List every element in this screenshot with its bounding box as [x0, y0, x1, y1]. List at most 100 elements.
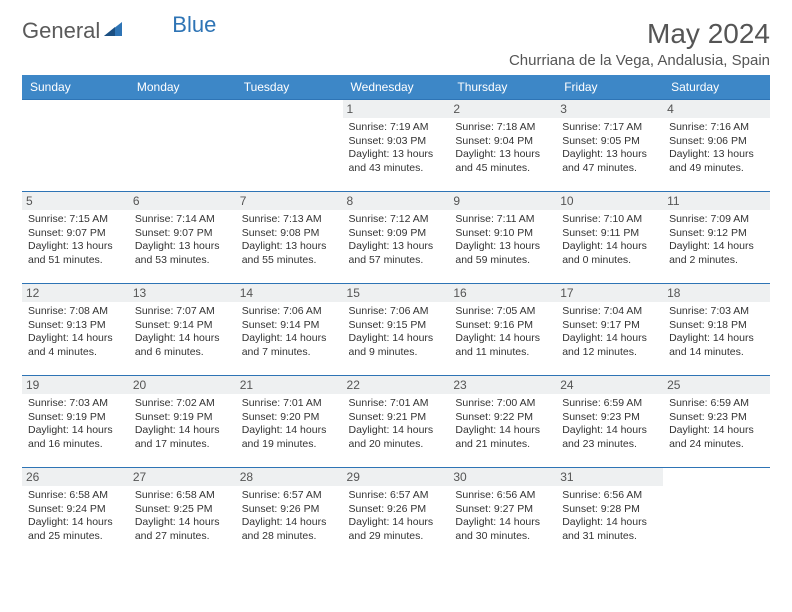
sunrise-text: Sunrise: 6:58 AM	[28, 489, 123, 503]
daylight-text: Daylight: 14 hours and 24 minutes.	[669, 424, 764, 451]
sunset-text: Sunset: 9:20 PM	[242, 411, 337, 425]
daylight-text: Daylight: 14 hours and 11 minutes.	[455, 332, 550, 359]
daylight-text: Daylight: 14 hours and 16 minutes.	[28, 424, 123, 451]
daylight-text: Daylight: 14 hours and 2 minutes.	[669, 240, 764, 267]
day-info: Sunrise: 6:59 AMSunset: 9:23 PMDaylight:…	[562, 397, 657, 452]
sunset-text: Sunset: 9:19 PM	[135, 411, 230, 425]
day-number: 17	[556, 284, 663, 302]
calendar-day-cell: 4Sunrise: 7:16 AMSunset: 9:06 PMDaylight…	[663, 100, 770, 192]
calendar-day-cell: 5Sunrise: 7:15 AMSunset: 9:07 PMDaylight…	[22, 192, 129, 284]
day-number: 25	[663, 376, 770, 394]
daylight-text: Daylight: 14 hours and 14 minutes.	[669, 332, 764, 359]
sunset-text: Sunset: 9:15 PM	[349, 319, 444, 333]
day-info: Sunrise: 7:18 AMSunset: 9:04 PMDaylight:…	[455, 121, 550, 176]
daylight-text: Daylight: 14 hours and 6 minutes.	[135, 332, 230, 359]
day-info: Sunrise: 7:02 AMSunset: 9:19 PMDaylight:…	[135, 397, 230, 452]
calendar-day-cell: 15Sunrise: 7:06 AMSunset: 9:15 PMDayligh…	[343, 284, 450, 376]
daylight-text: Daylight: 13 hours and 53 minutes.	[135, 240, 230, 267]
sunset-text: Sunset: 9:03 PM	[349, 135, 444, 149]
sunset-text: Sunset: 9:25 PM	[135, 503, 230, 517]
day-info: Sunrise: 7:11 AMSunset: 9:10 PMDaylight:…	[455, 213, 550, 268]
sunset-text: Sunset: 9:07 PM	[135, 227, 230, 241]
day-number: 24	[556, 376, 663, 394]
day-number: 11	[663, 192, 770, 210]
sunrise-text: Sunrise: 7:01 AM	[349, 397, 444, 411]
weekday-header-row: Sunday Monday Tuesday Wednesday Thursday…	[22, 75, 770, 100]
sunset-text: Sunset: 9:26 PM	[349, 503, 444, 517]
sunrise-text: Sunrise: 6:57 AM	[242, 489, 337, 503]
calendar-day-cell: 8Sunrise: 7:12 AMSunset: 9:09 PMDaylight…	[343, 192, 450, 284]
brand-logo: General Blue	[22, 18, 216, 44]
calendar-day-cell: 19Sunrise: 7:03 AMSunset: 9:19 PMDayligh…	[22, 376, 129, 468]
day-number: 23	[449, 376, 556, 394]
day-info: Sunrise: 6:57 AMSunset: 9:26 PMDaylight:…	[242, 489, 337, 544]
day-info: Sunrise: 7:09 AMSunset: 9:12 PMDaylight:…	[669, 213, 764, 268]
calendar-day-cell: 22Sunrise: 7:01 AMSunset: 9:21 PMDayligh…	[343, 376, 450, 468]
daylight-text: Daylight: 14 hours and 21 minutes.	[455, 424, 550, 451]
sunrise-text: Sunrise: 7:11 AM	[455, 213, 550, 227]
sunrise-text: Sunrise: 7:03 AM	[28, 397, 123, 411]
day-info: Sunrise: 6:58 AMSunset: 9:25 PMDaylight:…	[135, 489, 230, 544]
calendar-week-row: 12Sunrise: 7:08 AMSunset: 9:13 PMDayligh…	[22, 284, 770, 376]
calendar-day-cell: 16Sunrise: 7:05 AMSunset: 9:16 PMDayligh…	[449, 284, 556, 376]
calendar-week-row: 5Sunrise: 7:15 AMSunset: 9:07 PMDaylight…	[22, 192, 770, 284]
daylight-text: Daylight: 14 hours and 4 minutes.	[28, 332, 123, 359]
day-number: 20	[129, 376, 236, 394]
calendar-day-cell: 24 Sunrise: 6:59 AMSunset: 9:23 PMDayligh…	[556, 376, 663, 468]
daylight-text: Daylight: 13 hours and 45 minutes.	[455, 148, 550, 175]
sunrise-text: Sunrise: 7:04 AM	[562, 305, 657, 319]
sunrise-text: Sunrise: 7:01 AM	[242, 397, 337, 411]
sunrise-text: Sunrise: 7:07 AM	[135, 305, 230, 319]
sunrise-text: Sunrise: 7:03 AM	[669, 305, 764, 319]
sunset-text: Sunset: 9:13 PM	[28, 319, 123, 333]
day-number: 7	[236, 192, 343, 210]
sunset-text: Sunset: 9:19 PM	[28, 411, 123, 425]
calendar-day-cell: 27Sunrise: 6:58 AMSunset: 9:25 PMDayligh…	[129, 468, 236, 560]
sunset-text: Sunset: 9:09 PM	[349, 227, 444, 241]
day-number: 2	[449, 100, 556, 118]
calendar-day-cell: 1Sunrise: 7:19 AMSunset: 9:03 PMDaylight…	[343, 100, 450, 192]
day-info: Sunrise: 7:17 AMSunset: 9:05 PMDaylight:…	[562, 121, 657, 176]
calendar-day-cell: 25Sunrise: 6:59 AMSunset: 9:23 PMDayligh…	[663, 376, 770, 468]
sunset-text: Sunset: 9:07 PM	[28, 227, 123, 241]
sunset-text: Sunset: 9:23 PM	[562, 411, 657, 425]
day-info: Sunrise: 7:01 AMSunset: 9:20 PMDaylight:…	[242, 397, 337, 452]
calendar-day-cell	[236, 100, 343, 192]
calendar-day-cell: 9 Sunrise: 7:11 AMSunset: 9:10 PMDaylight…	[449, 192, 556, 284]
sunrise-text: Sunrise: 7:17 AM	[562, 121, 657, 135]
day-number: 9	[449, 192, 556, 210]
calendar-day-cell: 21Sunrise: 7:01 AMSunset: 9:20 PMDayligh…	[236, 376, 343, 468]
sunset-text: Sunset: 9:22 PM	[455, 411, 550, 425]
sunrise-text: Sunrise: 7:08 AM	[28, 305, 123, 319]
calendar-day-cell: 10Sunrise: 7:10 AMSunset: 9:11 PMDayligh…	[556, 192, 663, 284]
sunset-text: Sunset: 9:26 PM	[242, 503, 337, 517]
day-info: Sunrise: 7:01 AMSunset: 9:21 PMDaylight:…	[349, 397, 444, 452]
daylight-text: Daylight: 13 hours and 55 minutes.	[242, 240, 337, 267]
day-info: Sunrise: 7:03 AMSunset: 9:19 PMDaylight:…	[28, 397, 123, 452]
calendar-day-cell: 11 Sunrise: 7:09 AMSunset: 9:12 PMDayligh…	[663, 192, 770, 284]
calendar-table: Sunday Monday Tuesday Wednesday Thursday…	[22, 75, 770, 560]
sunrise-text: Sunrise: 6:56 AM	[562, 489, 657, 503]
sunrise-text: Sunrise: 6:56 AM	[455, 489, 550, 503]
sunrise-text: Sunrise: 7:15 AM	[28, 213, 123, 227]
calendar-day-cell	[129, 100, 236, 192]
day-number: 6	[129, 192, 236, 210]
day-info: Sunrise: 6:56 AMSunset: 9:28 PMDaylight:…	[562, 489, 657, 544]
header: General Blue May 2024 Churriana de la Ve…	[22, 18, 770, 69]
daylight-text: Daylight: 14 hours and 0 minutes.	[562, 240, 657, 267]
sunset-text: Sunset: 9:04 PM	[455, 135, 550, 149]
daylight-text: Daylight: 14 hours and 19 minutes.	[242, 424, 337, 451]
daylight-text: Daylight: 14 hours and 30 minutes.	[455, 516, 550, 543]
daylight-text: Daylight: 14 hours and 17 minutes.	[135, 424, 230, 451]
daylight-text: Daylight: 13 hours and 43 minutes.	[349, 148, 444, 175]
day-number: 26	[22, 468, 129, 486]
daylight-text: Daylight: 13 hours and 57 minutes.	[349, 240, 444, 267]
sunrise-text: Sunrise: 7:05 AM	[455, 305, 550, 319]
sunrise-text: Sunrise: 7:18 AM	[455, 121, 550, 135]
daylight-text: Daylight: 14 hours and 27 minutes.	[135, 516, 230, 543]
day-info: Sunrise: 6:58 AMSunset: 9:24 PMDaylight:…	[28, 489, 123, 544]
day-info: Sunrise: 7:00 AMSunset: 9:22 PMDaylight:…	[455, 397, 550, 452]
weekday-header: Monday	[129, 75, 236, 100]
sunrise-text: Sunrise: 7:12 AM	[349, 213, 444, 227]
sunset-text: Sunset: 9:24 PM	[28, 503, 123, 517]
